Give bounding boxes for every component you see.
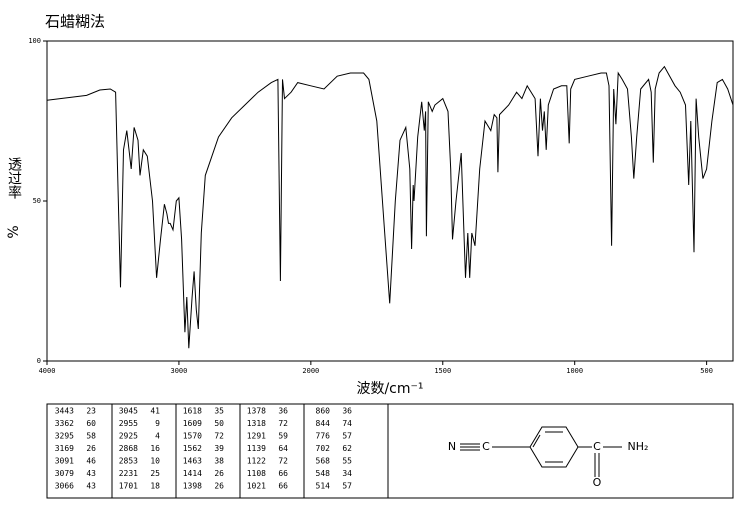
x-tick-label: 1000 (566, 367, 583, 375)
peak-wavenumber: 860 (316, 407, 331, 416)
peak-transmittance: 34 (342, 469, 352, 478)
peak-wavenumber: 2868 (119, 444, 138, 453)
y-axis-unit: % (6, 225, 22, 238)
peak-transmittance: 74 (342, 419, 352, 428)
peak-transmittance: 46 (86, 457, 96, 466)
atom-label: NH₂ (628, 440, 649, 453)
peak-transmittance: 23 (86, 407, 96, 416)
peak-transmittance: 18 (150, 482, 160, 491)
atom-label: C (482, 440, 490, 453)
peak-transmittance: 25 (150, 469, 160, 478)
chart-title: 石蜡糊法 (45, 13, 105, 31)
peak-transmittance: 72 (278, 419, 288, 428)
spectrum-line (46, 65, 734, 349)
peak-wavenumber: 1122 (247, 457, 266, 466)
peak-wavenumber: 568 (316, 457, 331, 466)
peak-transmittance: 9 (155, 419, 160, 428)
peak-wavenumber: 1701 (119, 482, 138, 491)
x-tick-label: 500 (700, 367, 713, 375)
peak-wavenumber: 702 (316, 444, 331, 453)
peak-transmittance: 39 (214, 444, 224, 453)
peak-wavenumber: 1414 (183, 469, 202, 478)
peak-wavenumber: 3443 (55, 407, 74, 416)
peak-transmittance: 58 (86, 432, 96, 441)
peak-transmittance: 26 (86, 444, 96, 453)
x-tick-label: 4000 (39, 367, 56, 375)
peak-wavenumber: 1291 (247, 432, 266, 441)
peak-wavenumber: 3045 (119, 407, 138, 416)
peak-wavenumber: 3362 (55, 419, 74, 428)
y-tick-label: 0 (37, 357, 41, 365)
peak-wavenumber: 2925 (119, 432, 138, 441)
peak-wavenumber: 1021 (247, 482, 266, 491)
peak-wavenumber: 2955 (119, 419, 138, 428)
peak-wavenumber: 514 (316, 482, 331, 491)
x-tick-label: 3000 (170, 367, 187, 375)
peak-wavenumber: 2231 (119, 469, 138, 478)
peak-transmittance: 66 (278, 469, 288, 478)
peak-wavenumber: 3295 (55, 432, 74, 441)
peak-wavenumber: 3079 (55, 469, 74, 478)
peak-wavenumber: 1562 (183, 444, 202, 453)
peak-wavenumber: 1108 (247, 469, 266, 478)
y-tick-label: 100 (28, 37, 41, 45)
plot-frame (46, 40, 734, 362)
peak-wavenumber: 1618 (183, 407, 202, 416)
peak-transmittance: 66 (278, 482, 288, 491)
peak-transmittance: 16 (150, 444, 160, 453)
peak-wavenumber: 3066 (55, 482, 74, 491)
peak-wavenumber: 1139 (247, 444, 266, 453)
peak-transmittance: 72 (214, 432, 224, 441)
peak-transmittance: 43 (86, 469, 96, 478)
peak-transmittance: 59 (278, 432, 288, 441)
benzene-ring (529, 426, 579, 468)
peak-transmittance: 60 (86, 419, 96, 428)
peak-transmittance: 43 (86, 482, 96, 491)
structure-bonds (460, 426, 622, 477)
peak-transmittance: 72 (278, 457, 288, 466)
peak-transmittance: 57 (342, 482, 352, 491)
y-axis-label: 透过率 (6, 157, 22, 199)
peak-wavenumber: 548 (316, 469, 331, 478)
atom-label: C (593, 440, 601, 453)
peak-wavenumber: 3091 (55, 457, 74, 466)
peak-transmittance: 62 (342, 444, 352, 453)
peak-wavenumber: 844 (316, 419, 331, 428)
peak-transmittance: 41 (150, 407, 160, 416)
peak-transmittance: 4 (155, 432, 160, 441)
peak-transmittance: 64 (278, 444, 288, 453)
peak-transmittance: 10 (150, 457, 160, 466)
x-tick-label: 1500 (434, 367, 451, 375)
peak-wavenumber: 2853 (119, 457, 138, 466)
table-frame (46, 403, 734, 499)
peak-wavenumber: 1609 (183, 419, 202, 428)
x-tick-label: 2000 (302, 367, 319, 375)
peak-wavenumber: 776 (316, 432, 331, 441)
peak-wavenumber: 1570 (183, 432, 202, 441)
peak-wavenumber: 1398 (183, 482, 202, 491)
peak-wavenumber: 1318 (247, 419, 266, 428)
peak-transmittance: 55 (342, 457, 352, 466)
atom-label: N (448, 440, 456, 453)
peak-wavenumber: 3169 (55, 444, 74, 453)
y-tick-label: 50 (33, 197, 41, 205)
peak-transmittance: 26 (214, 469, 224, 478)
peak-wavenumber: 1463 (183, 457, 202, 466)
peak-transmittance: 36 (342, 407, 352, 416)
peak-wavenumber: 1378 (247, 407, 266, 416)
atom-label: O (593, 476, 602, 489)
peak-transmittance: 38 (214, 457, 224, 466)
peak-transmittance: 35 (214, 407, 224, 416)
peak-transmittance: 36 (278, 407, 288, 416)
peak-transmittance: 57 (342, 432, 352, 441)
ring-double-bond (532, 434, 541, 448)
peak-transmittance: 26 (214, 482, 224, 491)
x-axis-label: 波数/cm⁻¹ (356, 381, 423, 397)
peak-transmittance: 50 (214, 419, 224, 428)
